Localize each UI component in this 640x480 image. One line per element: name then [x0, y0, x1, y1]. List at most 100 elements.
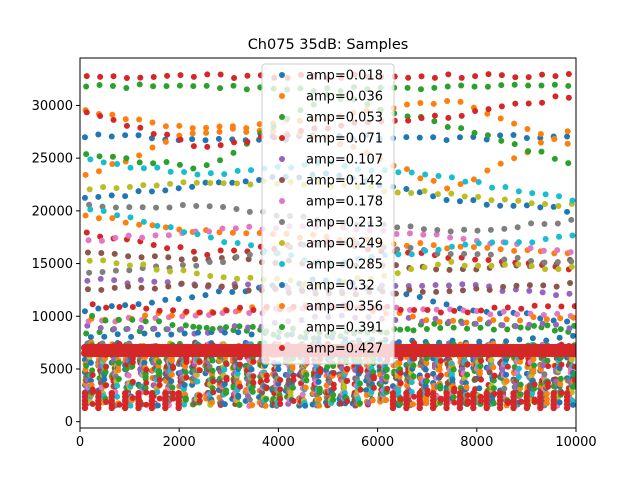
data-point	[122, 132, 129, 139]
data-point	[183, 374, 190, 381]
data-point	[98, 286, 105, 293]
data-point	[511, 155, 518, 162]
data-point	[233, 205, 240, 212]
data-point	[111, 284, 118, 291]
data-point	[221, 401, 228, 408]
data-point	[531, 302, 538, 309]
data-point	[100, 257, 107, 264]
data-point	[433, 231, 440, 238]
data-point	[167, 224, 174, 231]
data-point	[149, 222, 156, 229]
data-point	[103, 382, 110, 389]
data-point	[88, 381, 95, 388]
data-point	[149, 144, 156, 151]
data-point	[196, 309, 203, 316]
data-point	[542, 201, 549, 208]
data-point	[116, 401, 123, 408]
data-point	[503, 338, 510, 345]
data-point	[315, 378, 322, 385]
data-point	[217, 142, 224, 149]
data-point	[565, 94, 572, 101]
data-point	[221, 329, 228, 336]
data-point	[115, 367, 122, 374]
data-point	[545, 383, 552, 390]
data-point	[215, 179, 222, 186]
data-point	[527, 245, 534, 252]
data-point	[89, 301, 96, 308]
data-point	[528, 263, 535, 270]
data-point	[459, 365, 466, 372]
data-point	[497, 115, 504, 122]
data-point	[487, 311, 494, 318]
data-point	[457, 243, 464, 250]
data-point	[180, 267, 187, 274]
data-point	[463, 319, 470, 326]
data-point	[112, 234, 119, 241]
data-point	[205, 282, 212, 289]
data-point	[511, 120, 518, 127]
data-point	[423, 397, 430, 404]
data-point	[182, 322, 189, 329]
data-point	[564, 133, 571, 140]
data-point	[109, 161, 116, 168]
data-point	[220, 203, 227, 210]
data-point	[262, 402, 269, 409]
data-point	[195, 329, 202, 336]
data-point	[164, 245, 171, 252]
data-point	[564, 318, 571, 325]
data-point	[408, 379, 415, 386]
data-point	[516, 336, 523, 343]
data-point	[168, 331, 175, 338]
data-point	[299, 391, 306, 398]
data-point	[558, 303, 565, 310]
data-point	[450, 394, 457, 401]
data-point	[136, 152, 143, 159]
data-point	[445, 282, 452, 289]
data-point	[156, 359, 163, 366]
data-point	[103, 304, 110, 311]
data-point	[423, 377, 430, 384]
data-point	[247, 274, 254, 281]
data-point	[416, 134, 423, 141]
data-point	[528, 258, 535, 265]
data-point	[344, 377, 351, 384]
data-point	[150, 131, 157, 138]
data-point	[408, 266, 415, 273]
data-point	[99, 269, 106, 276]
data-point	[178, 326, 185, 333]
data-point	[156, 382, 163, 389]
data-point	[408, 388, 415, 395]
data-point	[209, 367, 216, 374]
data-point	[122, 116, 129, 123]
data-point	[403, 166, 410, 173]
data-point	[229, 179, 236, 186]
data-point	[103, 363, 110, 370]
data-point	[525, 148, 532, 155]
data-point	[203, 82, 210, 89]
legend-label: amp=0.053	[306, 111, 383, 126]
data-point	[450, 317, 457, 324]
data-point	[190, 165, 197, 172]
data-point	[202, 179, 209, 186]
data-point	[110, 73, 117, 80]
data-point	[229, 125, 236, 132]
data-point	[108, 192, 115, 199]
data-point	[190, 323, 197, 330]
data-point	[231, 75, 238, 82]
data-point	[356, 380, 363, 387]
legend-label: amp=0.249	[306, 237, 383, 252]
data-point	[447, 250, 454, 257]
data-point	[220, 259, 227, 266]
data-point	[444, 245, 451, 252]
data-point	[246, 396, 253, 403]
data-point	[127, 214, 134, 221]
legend-marker	[279, 282, 285, 288]
data-point	[129, 355, 136, 362]
data-point	[177, 244, 184, 251]
data-point	[129, 316, 136, 323]
data-point	[140, 182, 147, 189]
data-point	[404, 326, 411, 333]
data-point	[125, 253, 132, 260]
data-point	[470, 244, 477, 251]
data-point	[448, 258, 455, 265]
